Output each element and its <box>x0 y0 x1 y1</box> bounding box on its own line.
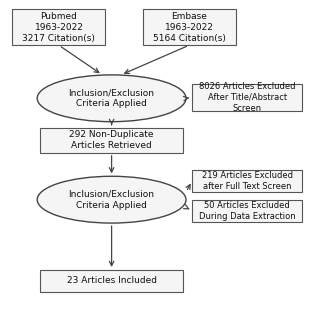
Text: 23 Articles Included: 23 Articles Included <box>67 276 157 285</box>
FancyBboxPatch shape <box>40 270 183 292</box>
Text: 8026 Articles Excluded
After Title/Abstract
Screen: 8026 Articles Excluded After Title/Abstr… <box>199 82 295 113</box>
FancyBboxPatch shape <box>143 9 236 45</box>
FancyBboxPatch shape <box>192 170 302 192</box>
Text: Inclusion/Exclusion
Criteria Applied: Inclusion/Exclusion Criteria Applied <box>69 88 155 108</box>
Text: 50 Articles Excluded
During Data Extraction: 50 Articles Excluded During Data Extract… <box>199 201 295 221</box>
Ellipse shape <box>37 176 186 223</box>
Text: 219 Articles Excluded
after Full Text Screen: 219 Articles Excluded after Full Text Sc… <box>202 171 293 191</box>
Ellipse shape <box>37 75 186 122</box>
FancyBboxPatch shape <box>192 84 302 111</box>
FancyBboxPatch shape <box>192 200 302 222</box>
FancyBboxPatch shape <box>12 9 105 45</box>
Text: 292 Non-Duplicate
Articles Retrieved: 292 Non-Duplicate Articles Retrieved <box>69 130 154 150</box>
Text: Embase
1963-2022
5164 Citation(s): Embase 1963-2022 5164 Citation(s) <box>153 12 226 43</box>
FancyBboxPatch shape <box>40 128 183 153</box>
Text: Pubmed
1963-2022
3217 Citation(s): Pubmed 1963-2022 3217 Citation(s) <box>22 12 95 43</box>
Text: Inclusion/Exclusion
Criteria Applied: Inclusion/Exclusion Criteria Applied <box>69 190 155 210</box>
